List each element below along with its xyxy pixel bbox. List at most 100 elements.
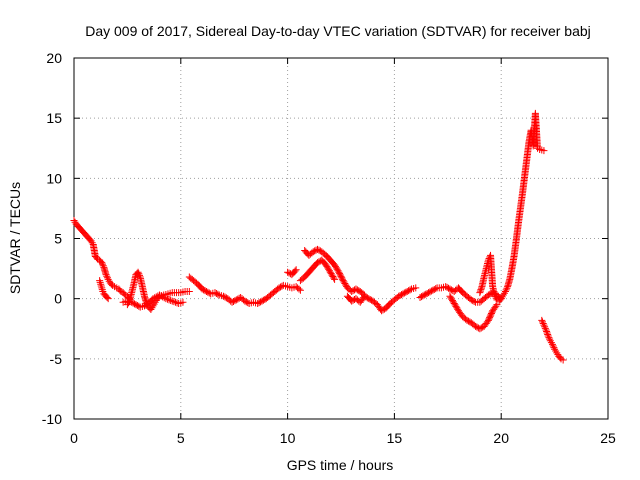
data-point (547, 339, 555, 347)
data-point (464, 317, 472, 325)
data-point (96, 278, 104, 286)
data-point (201, 287, 209, 295)
series-arc-7 (296, 256, 339, 285)
data-point (255, 299, 263, 307)
data-point (476, 287, 484, 295)
data-point (332, 264, 340, 272)
data-point (363, 294, 371, 302)
data-point (453, 304, 461, 312)
data-point (502, 286, 510, 294)
data-point (167, 296, 175, 304)
chart-title: Day 009 of 2017, Sidereal Day-to-day VTE… (85, 23, 591, 39)
data-point (403, 287, 411, 295)
data-point (498, 293, 506, 301)
data-point (499, 291, 507, 299)
data-point (416, 293, 424, 301)
data-point (98, 286, 106, 294)
data-point (102, 271, 110, 279)
data-point (214, 290, 222, 298)
data-point (463, 316, 471, 324)
data-point (314, 245, 322, 253)
data-point (229, 297, 237, 305)
data-point (147, 305, 155, 313)
data-point (430, 285, 438, 293)
data-point (275, 284, 283, 292)
data-point (543, 327, 551, 335)
y-tick-label: -5 (50, 351, 63, 367)
data-point (334, 267, 342, 275)
data-point (257, 298, 265, 306)
data-point (503, 284, 511, 292)
data-point (426, 288, 434, 296)
data-point (149, 302, 157, 310)
data-point (400, 289, 408, 297)
series-arc-3 (123, 268, 193, 313)
data-point (402, 288, 410, 296)
data-point (396, 291, 404, 299)
data-point (491, 291, 499, 299)
data-point (179, 298, 187, 306)
data-point (152, 293, 160, 301)
series-arc-5 (185, 273, 304, 307)
data-point (492, 302, 500, 310)
data-point (500, 289, 508, 297)
data-points (70, 109, 567, 364)
data-point (326, 268, 334, 276)
data-point (157, 292, 165, 300)
data-point (546, 337, 554, 345)
data-point (472, 322, 480, 330)
grid (73, 57, 609, 420)
x-tick-label: 15 (387, 430, 403, 446)
data-point (315, 246, 323, 254)
data-point (132, 301, 140, 309)
data-point (360, 292, 368, 300)
data-point (442, 283, 450, 291)
data-point (162, 295, 170, 303)
y-tick-label: 10 (46, 170, 62, 186)
data-point (353, 286, 361, 294)
data-point (170, 298, 178, 306)
data-point (488, 308, 496, 316)
data-point (212, 289, 220, 297)
data-point (131, 300, 139, 308)
y-axis-label: SDTVAR / TECUs (7, 182, 23, 294)
data-point (451, 301, 459, 309)
data-point (284, 268, 292, 276)
data-point (168, 297, 176, 305)
data-point (259, 296, 267, 304)
data-point (314, 259, 322, 267)
data-point (328, 271, 336, 279)
data-point (140, 302, 148, 310)
data-point (448, 297, 456, 305)
data-point (484, 291, 492, 299)
data-point (322, 261, 330, 269)
series-arc-2 (96, 277, 112, 303)
data-point (339, 277, 347, 285)
data-point (228, 298, 236, 306)
data-point (97, 282, 105, 290)
data-point (128, 298, 136, 306)
data-point (348, 297, 356, 305)
data-point (135, 270, 143, 278)
data-point (291, 267, 299, 275)
data-point (419, 292, 427, 300)
data-point (352, 285, 360, 293)
data-point (338, 275, 346, 283)
data-point (501, 287, 509, 295)
data-point (325, 265, 333, 273)
data-point (406, 286, 414, 294)
data-point (544, 330, 552, 338)
data-point (399, 290, 407, 298)
data-point (231, 297, 239, 305)
data-point (422, 290, 430, 298)
data-point (366, 295, 374, 303)
data-point (129, 299, 137, 307)
data-point (452, 302, 460, 310)
data-point (221, 293, 229, 301)
data-point (538, 316, 546, 324)
series-arc-10 (416, 283, 505, 306)
data-point (417, 293, 425, 301)
data-point (295, 285, 303, 293)
data-point (552, 347, 560, 355)
data-point (540, 147, 548, 155)
